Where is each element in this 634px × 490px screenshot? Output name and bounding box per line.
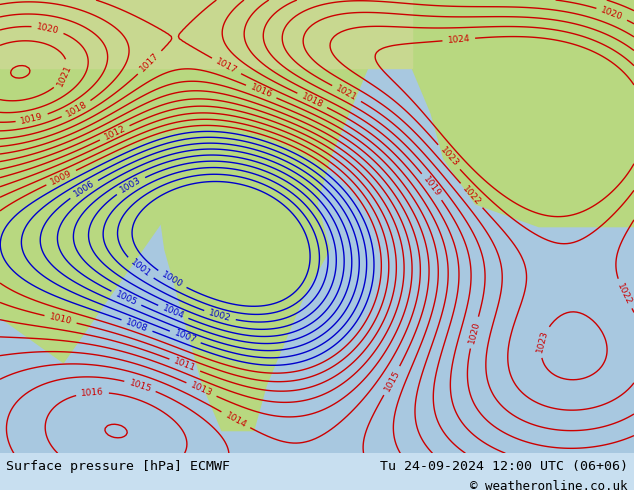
Text: 1013: 1013 [189,381,214,398]
Text: 1001: 1001 [129,258,152,279]
Text: 1014: 1014 [224,411,248,429]
Text: 1009: 1009 [49,169,74,187]
Text: 1005: 1005 [114,290,139,307]
Text: 1020: 1020 [467,320,481,345]
Text: 1021: 1021 [335,84,359,103]
Text: 1022: 1022 [460,184,482,207]
Text: 1021: 1021 [56,63,74,87]
Text: 1017: 1017 [138,51,161,74]
Text: 1016: 1016 [81,388,104,398]
Text: 1012: 1012 [103,124,127,142]
Text: 1010: 1010 [48,313,73,326]
Polygon shape [412,0,634,226]
Text: 1018: 1018 [300,91,325,109]
Polygon shape [0,0,190,363]
Text: 1020: 1020 [36,22,60,35]
Text: 1024: 1024 [447,34,470,45]
Text: Tu 24-09-2024 12:00 UTC (06+06): Tu 24-09-2024 12:00 UTC (06+06) [380,460,628,473]
Text: 1003: 1003 [119,176,143,195]
Text: 1015: 1015 [382,368,401,393]
Polygon shape [0,0,412,68]
Text: 1002: 1002 [207,308,232,323]
Text: 1008: 1008 [125,318,150,334]
Text: 1022: 1022 [616,282,633,306]
Text: 1023: 1023 [535,329,550,354]
Text: 1006: 1006 [72,179,96,199]
Text: 1007: 1007 [173,329,198,345]
Text: Surface pressure [hPa] ECMWF: Surface pressure [hPa] ECMWF [6,460,230,473]
Text: 1016: 1016 [249,83,274,100]
Text: 1011: 1011 [172,357,197,373]
Text: 1019: 1019 [20,112,44,126]
Text: 1018: 1018 [64,99,89,119]
Text: 1015: 1015 [128,378,153,393]
Text: 1017: 1017 [214,57,239,75]
Text: 1020: 1020 [600,5,624,22]
Text: © weatheronline.co.uk: © weatheronline.co.uk [470,480,628,490]
Text: 1004: 1004 [161,303,186,320]
Text: 1000: 1000 [160,270,184,289]
Polygon shape [158,23,368,431]
Text: 1019: 1019 [422,175,443,198]
Text: 1023: 1023 [438,146,460,169]
